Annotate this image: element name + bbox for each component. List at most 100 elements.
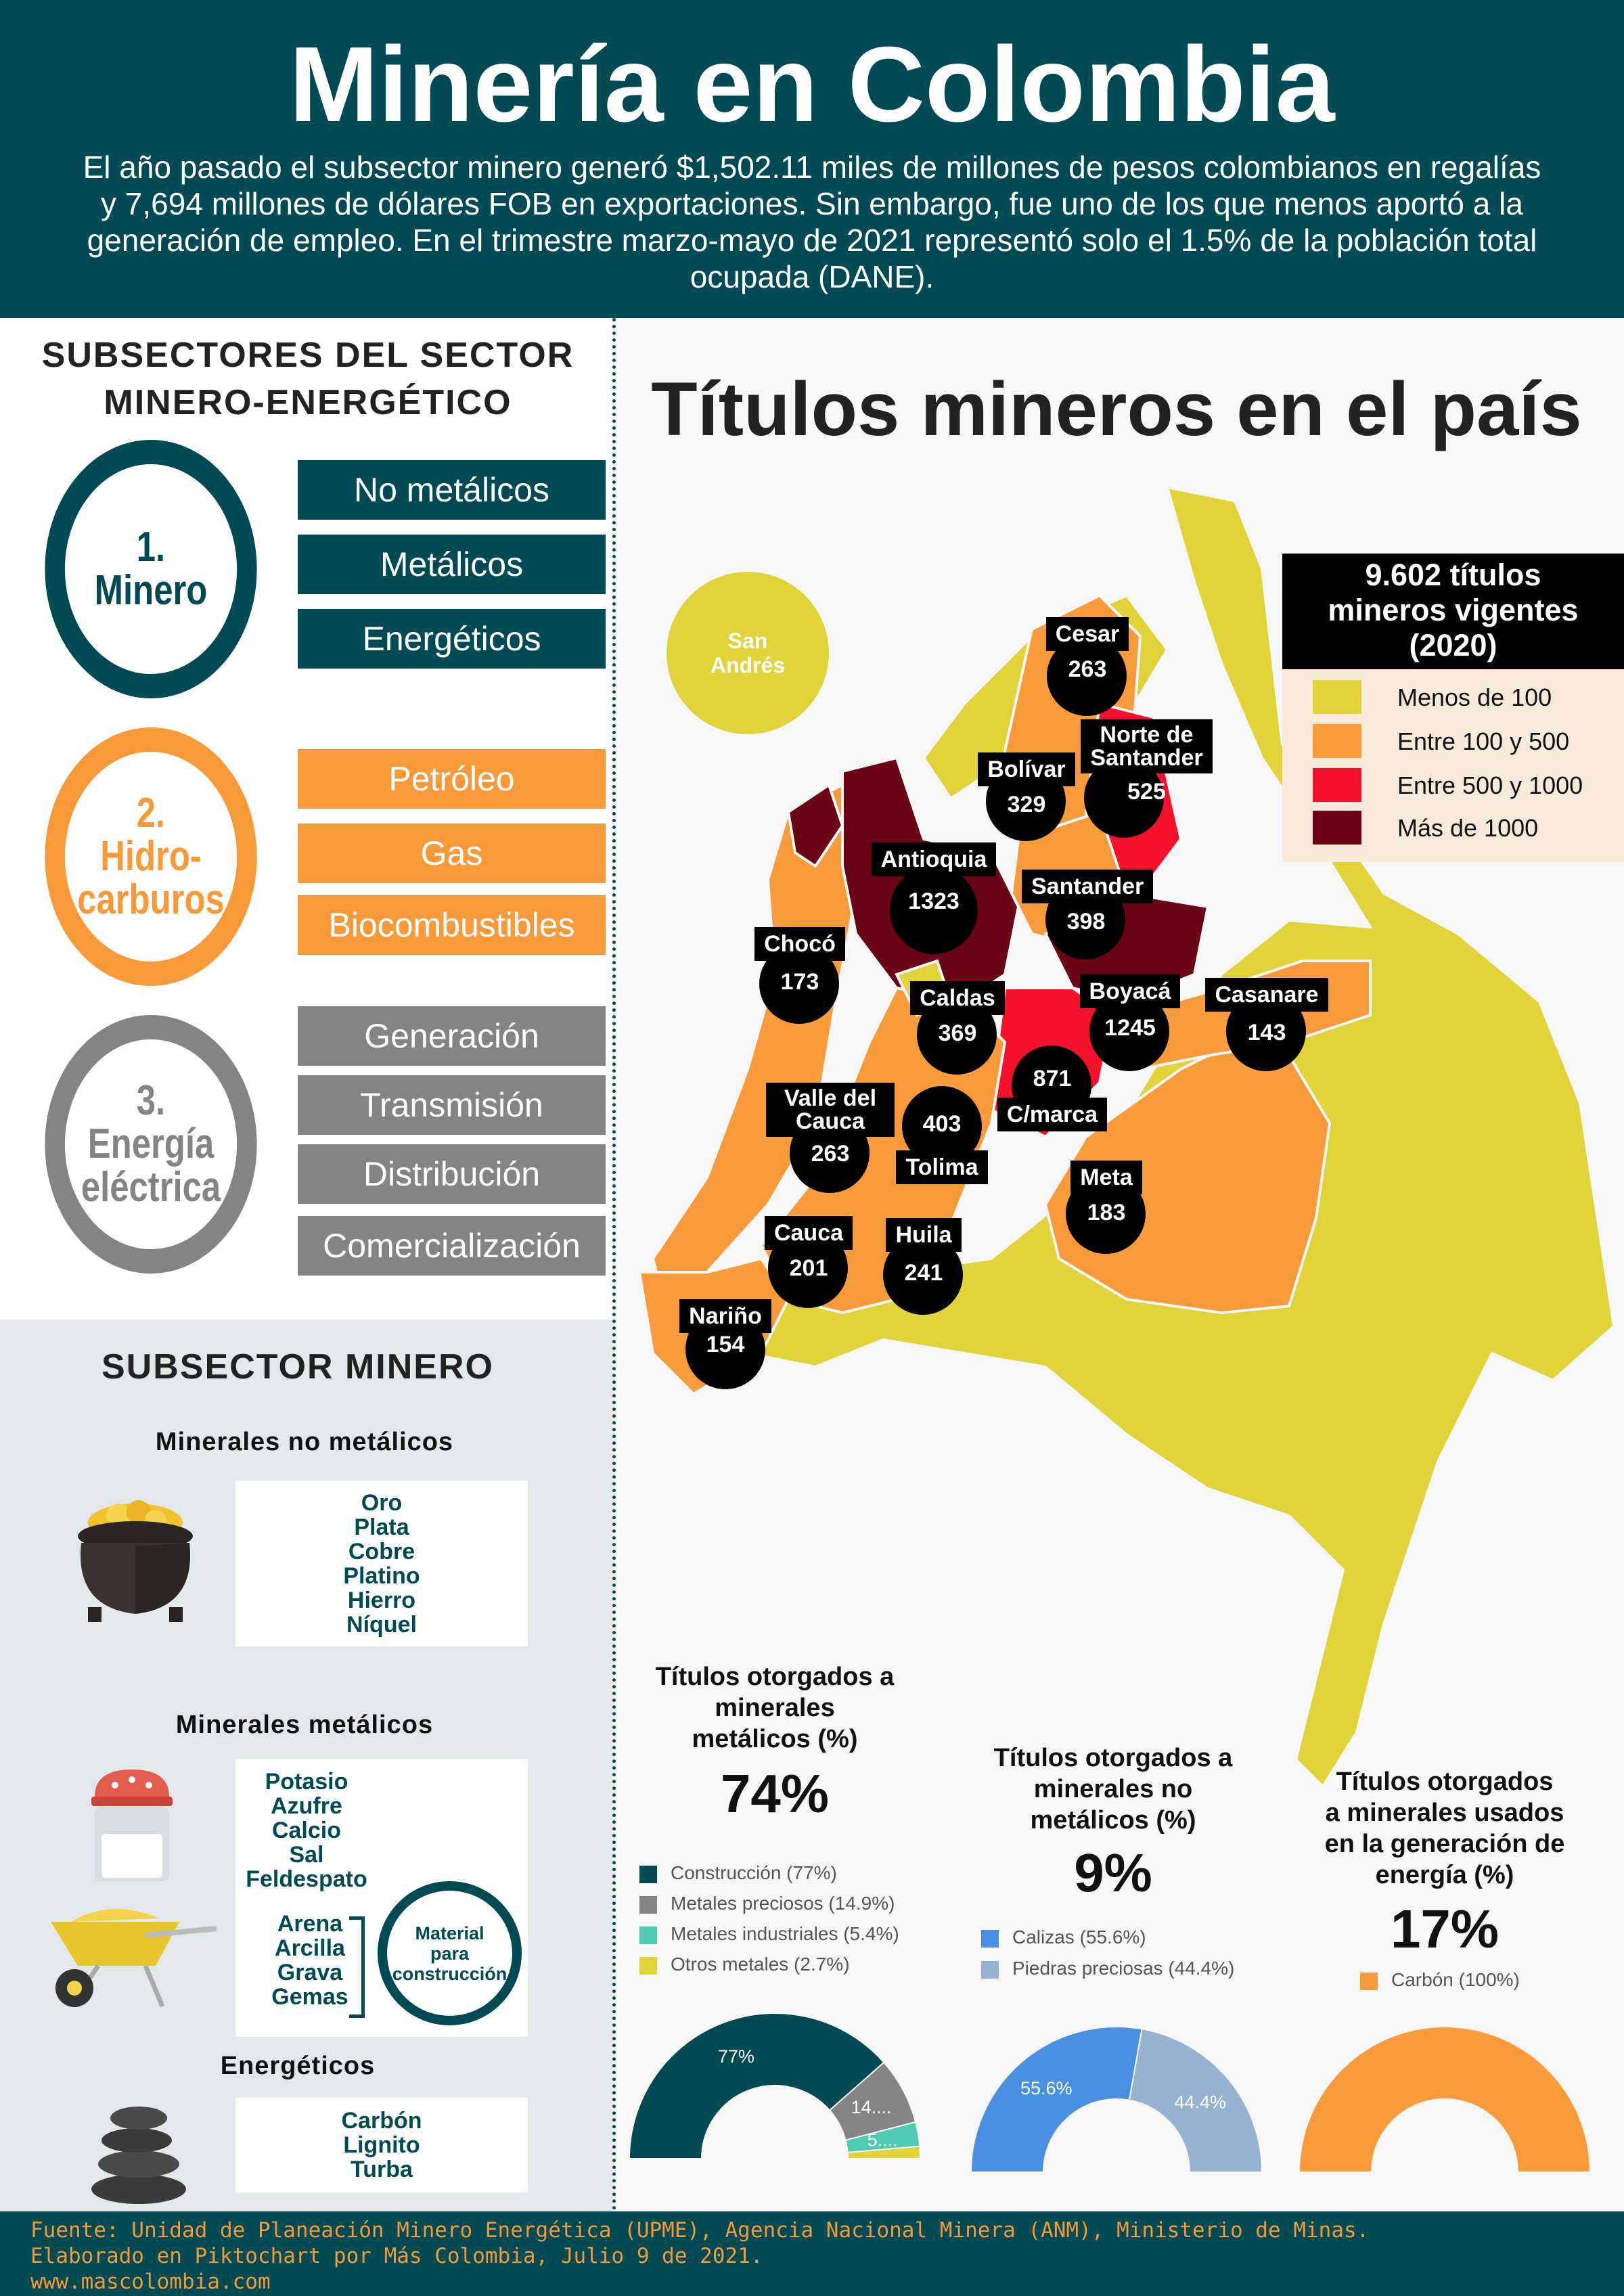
chart-energia-donut xyxy=(1298,2026,1592,2173)
group-name-line2: carburos xyxy=(77,876,225,923)
chart-metalicos-legend: Construcción (77%) Metales preciosos (14… xyxy=(639,1858,899,1979)
label-narino: Nariño 154 xyxy=(675,1299,776,1358)
mineral-item: Feldespato xyxy=(246,1866,367,1892)
salt-shaker-icon xyxy=(91,1770,173,1881)
dept-name: Cesar xyxy=(1045,617,1129,651)
label-cesar: Cesar 263 xyxy=(1040,617,1135,683)
mineral-item: Calcio xyxy=(271,1818,342,1843)
legend-title-line: (2020) xyxy=(1409,628,1497,662)
chart-title-line: Títulos otorgados xyxy=(1336,1768,1554,1796)
chart-no-metalicos-title: Títulos otorgados a minerales no metálic… xyxy=(964,1742,1262,1836)
legend-swatch xyxy=(1313,724,1361,758)
label-cundinamarca: 871 C/marca xyxy=(995,1066,1110,1131)
mineral-item: Platino xyxy=(343,1562,420,1589)
legend-label: Construcción (77%) xyxy=(671,1862,837,1883)
subsectors-heading-line1: SUBSECTORES DEL SECTOR xyxy=(41,336,574,375)
header-banner: Minería en Colombia El año pasado el sub… xyxy=(0,0,1624,318)
construction-material-badge: Material para construcción xyxy=(378,1881,522,2025)
dept-name: Caldas xyxy=(910,981,1005,1015)
legend-item: Metales preciosos (14.9%) xyxy=(639,1888,899,1918)
energeticos-list: Carbón Lignito Turba xyxy=(342,2109,422,2182)
legend-item: Metales industriales (5.4%) xyxy=(639,1918,899,1949)
donut-slice-carbón xyxy=(1298,2026,1592,2173)
chart-title-line: Títulos otorgados a xyxy=(655,1663,895,1691)
chart-title-line: en la generación de xyxy=(1324,1830,1565,1858)
legend-label: Entre 500 y 1000 xyxy=(1397,771,1583,799)
group-number: 2. xyxy=(136,790,166,836)
chart-no-metalicos-legend: Calizas (55.6%) Piedras preciosas (44.4%… xyxy=(981,1922,1234,1984)
legend-swatch xyxy=(639,1926,657,1944)
label-boyaca: Boyacá 1245 xyxy=(1069,974,1191,1041)
dept-value: 183 xyxy=(1087,1200,1126,1225)
legend-swatch xyxy=(981,1960,999,1979)
mineral-item: Hierro xyxy=(347,1587,416,1613)
dept-name: Antioquia xyxy=(871,842,997,876)
dept-name: C/marca xyxy=(997,1098,1108,1131)
value-tolima: 403 xyxy=(922,1111,962,1137)
group-number: 1. xyxy=(136,524,166,570)
legend-item: Carbón (100%) xyxy=(1360,1969,1520,1991)
donut-slice-label: 14.... xyxy=(851,2097,892,2117)
mineral-item: Oro xyxy=(361,1489,403,1516)
legend-label: Metales preciosos (14.9%) xyxy=(671,1893,895,1914)
chart-title-line: a minerales usados xyxy=(1325,1799,1564,1827)
group-name-line1: Hidro- xyxy=(100,833,202,880)
legend-label: Más de 1000 xyxy=(1397,814,1539,842)
dept-value: 329 xyxy=(1007,792,1046,817)
dept-name: Norte de Santander xyxy=(1081,719,1213,773)
label-choco: Chocó 173 xyxy=(749,927,851,995)
legend-title-line: 9.602 títulos xyxy=(1365,558,1541,592)
legend-label: Calizas (55.6%) xyxy=(1012,1927,1146,1948)
pill-distribucion: Distribución xyxy=(298,1144,606,1204)
legend-label: Carbón (100%) xyxy=(1391,1969,1520,1990)
chart-energia-pct: 17% xyxy=(1390,1899,1499,1959)
metalicos-list: Potasio Azufre Calcio Sal Feldespato xyxy=(235,1770,378,1891)
legend-label: Menos de 100 xyxy=(1397,683,1552,711)
dept-name: Nariño xyxy=(679,1299,771,1333)
dept-value: 201 xyxy=(789,1255,828,1281)
san-andres-circle: San Andrés xyxy=(667,572,829,734)
dept-name: Boyacá xyxy=(1079,974,1181,1008)
stones-icon xyxy=(91,2107,186,2204)
dept-value: 241 xyxy=(904,1260,943,1286)
no-metalicos-list: Oro Plata Cobre Platino Hierro Níquel xyxy=(343,1491,420,1637)
chart-metalicos-title: Títulos otorgados a minerales metálicos … xyxy=(626,1661,924,1755)
chart-energia-legend: Carbón (100%) xyxy=(1360,1969,1520,1991)
bracket xyxy=(349,1916,365,2018)
label-tolima: Tolima xyxy=(891,1150,993,1184)
dept-name: Bolívar xyxy=(978,752,1075,786)
wheelbarrow-icon xyxy=(51,1909,217,2008)
dept-value: 143 xyxy=(1247,1020,1286,1045)
label-meta: Meta 183 xyxy=(1059,1161,1154,1226)
donut-slice-piedras-preciosas xyxy=(1128,2028,1263,2173)
pill-gas: Gas xyxy=(298,824,606,883)
footer-website[interactable]: www.mascolombia.com xyxy=(30,2270,271,2294)
label-cauca: Cauca 201 xyxy=(758,1216,859,1282)
legend-swatch xyxy=(1313,680,1361,714)
dept-value: 154 xyxy=(706,1332,745,1357)
chart-title-line: minerales xyxy=(715,1694,835,1722)
donut-slice-otros-metales xyxy=(847,2145,922,2159)
group-number: 3. xyxy=(136,1077,166,1124)
mineral-item: Plata xyxy=(354,1514,409,1540)
badge-line: para xyxy=(430,1943,470,1964)
dept-name: Meta xyxy=(1070,1161,1142,1194)
energeticos-box: Carbón Lignito Turba xyxy=(235,2098,528,2192)
dept-name: Cauca xyxy=(764,1216,853,1250)
chart-title-line: metálicos (%) xyxy=(692,1725,858,1753)
construccion-list: Arena Arcilla Grava Gemas xyxy=(263,1912,357,2009)
donut-slice-label: 44.4% xyxy=(1175,2092,1227,2112)
marker-antioquia xyxy=(890,866,978,954)
chart-title-line: Títulos otorgados a xyxy=(993,1744,1233,1772)
label-bolivar: Bolívar 329 xyxy=(976,752,1077,818)
label-norte-de-santander: Norte de Santander 525 xyxy=(1081,719,1213,805)
footer: Fuente: Unidad de Planeación Minero Ener… xyxy=(0,2211,1624,2296)
donut-slice-label: 55.6% xyxy=(1020,2078,1073,2098)
legend-swatch xyxy=(981,1929,999,1948)
mineral-item: Carbón xyxy=(341,2108,422,2134)
mineral-item: Lignito xyxy=(343,2132,420,2158)
pill-biocombustibles: Biocombustibles xyxy=(298,895,606,955)
mineral-item: Gemas xyxy=(271,1984,348,2010)
metalicos-box: Potasio Azufre Calcio Sal Feldespato Are… xyxy=(235,1759,528,2037)
map-title: Títulos mineros en el país xyxy=(651,367,1582,451)
